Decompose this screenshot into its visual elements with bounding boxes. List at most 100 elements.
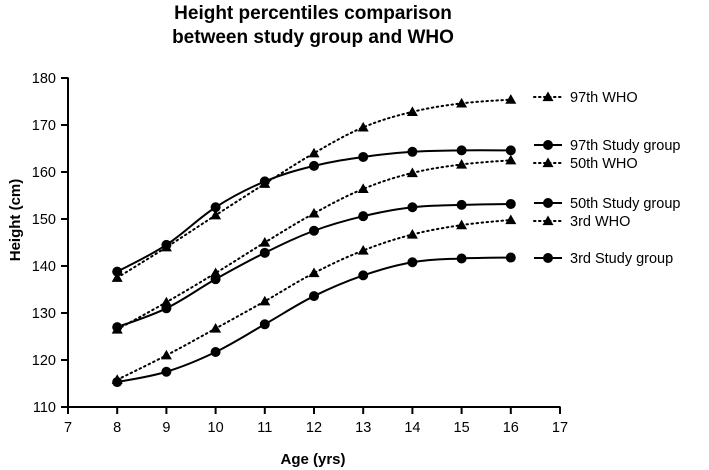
- data-point-circle: [456, 145, 467, 156]
- data-point-triangle: [406, 106, 418, 116]
- data-point-triangle: [308, 147, 320, 158]
- x-tick-label: 13: [355, 420, 371, 436]
- data-point-circle: [161, 239, 172, 250]
- x-tick-label: 12: [306, 420, 322, 436]
- data-point-circle: [456, 199, 467, 210]
- data-point-circle: [259, 176, 270, 187]
- series-layer: [111, 94, 517, 388]
- data-point-triangle: [210, 323, 222, 333]
- data-point-triangle: [505, 154, 517, 165]
- x-tick-label: 9: [162, 420, 170, 436]
- data-point-triangle: [357, 244, 369, 255]
- data-point-triangle: [210, 267, 222, 278]
- data-point-circle: [505, 145, 516, 156]
- legend-label: 97th Study group: [570, 138, 680, 154]
- data-point-circle: [309, 160, 319, 171]
- data-point-circle: [309, 225, 319, 236]
- legend-marker-circle: [543, 140, 553, 150]
- legend-label: 50th WHO: [570, 156, 638, 172]
- y-tick-label: 140: [32, 259, 56, 275]
- data-point-circle: [112, 322, 123, 333]
- y-tick-label: 160: [32, 165, 56, 181]
- data-point-triangle: [406, 229, 418, 239]
- data-point-triangle: [160, 349, 172, 360]
- data-point-circle: [210, 347, 221, 358]
- data-point-triangle: [357, 183, 369, 194]
- series-3rd-who: [111, 214, 517, 384]
- data-point-circle: [210, 274, 221, 285]
- legend-item: 97th WHO: [533, 90, 638, 106]
- legend-label: 3rd Study group: [570, 251, 673, 267]
- data-point-triangle: [406, 167, 418, 178]
- legend-marker-triangle: [542, 157, 554, 168]
- x-tick-label: 11: [257, 420, 272, 436]
- data-point-circle: [407, 257, 418, 268]
- data-point-triangle: [456, 219, 468, 230]
- data-point-triangle: [505, 214, 517, 225]
- x-tick-label: 8: [113, 420, 121, 436]
- series-97th-study-group: [112, 145, 516, 277]
- series-line: [116, 218, 512, 381]
- data-point-circle: [358, 270, 369, 281]
- data-point-triangle: [308, 207, 320, 218]
- y-tick-label: 130: [32, 306, 56, 322]
- data-point-circle: [358, 151, 369, 162]
- data-point-circle: [112, 266, 123, 277]
- data-point-triangle: [357, 121, 369, 132]
- y-tick-label: 170: [32, 118, 56, 134]
- legend-marker-circle: [543, 198, 553, 208]
- series-line: [116, 202, 511, 329]
- legend-marker-triangle: [542, 91, 554, 102]
- data-point-circle: [161, 366, 172, 377]
- x-tick-label: 17: [552, 420, 568, 436]
- series-line: [116, 159, 512, 331]
- data-point-triangle: [210, 209, 222, 220]
- chart-title-line-1: Height percentiles comparison: [174, 3, 452, 24]
- data-point-circle: [112, 377, 123, 388]
- legend-label: 3rd WHO: [570, 214, 630, 230]
- data-point-circle: [259, 247, 270, 258]
- data-point-circle: [210, 202, 221, 213]
- x-axis-label: Age (yrs): [280, 451, 345, 468]
- data-point-triangle: [308, 267, 320, 278]
- data-point-triangle: [456, 97, 468, 108]
- data-point-triangle: [456, 158, 468, 169]
- legend-marker-triangle: [542, 215, 554, 226]
- legend-label: 50th Study group: [570, 196, 680, 212]
- data-point-circle: [456, 253, 467, 264]
- data-point-circle: [309, 291, 319, 302]
- data-point-triangle: [259, 237, 271, 247]
- data-point-triangle: [160, 296, 172, 307]
- data-point-circle: [407, 146, 418, 157]
- y-tick-label: 110: [33, 400, 56, 416]
- legend-item: 50th Study group: [534, 196, 680, 212]
- x-tick-label: 7: [64, 420, 72, 436]
- data-point-triangle: [259, 295, 271, 306]
- legend-marker-circle: [543, 253, 553, 263]
- legend-item: 3rd WHO: [533, 214, 630, 230]
- legend: 97th WHO 97th Study group 50th WHO 50th Stu…: [533, 90, 680, 267]
- data-point-circle: [407, 202, 418, 213]
- data-point-triangle: [505, 94, 517, 104]
- data-point-circle: [505, 198, 516, 209]
- x-tick-label: 14: [404, 420, 420, 436]
- data-point-circle: [358, 211, 369, 222]
- chart-title-line-2: between study group and WHO: [172, 27, 454, 48]
- x-tick-label: 10: [208, 420, 224, 436]
- y-tick-label: 120: [32, 353, 56, 369]
- x-tick-label: 15: [454, 420, 470, 436]
- y-tick-label: 180: [32, 71, 56, 87]
- series-line: [116, 98, 512, 279]
- legend-label: 97th WHO: [570, 90, 638, 106]
- data-point-triangle: [111, 272, 123, 282]
- series-97th-who: [111, 94, 517, 282]
- data-point-circle: [505, 252, 516, 263]
- legend-item: 50th WHO: [533, 156, 638, 172]
- series-50th-study-group: [112, 198, 516, 333]
- legend-item: 3rd Study group: [534, 251, 673, 267]
- x-tick-label: 16: [503, 420, 519, 436]
- y-axis-label: Height (cm): [7, 179, 24, 262]
- data-point-circle: [161, 303, 172, 314]
- y-tick-label: 150: [32, 212, 56, 228]
